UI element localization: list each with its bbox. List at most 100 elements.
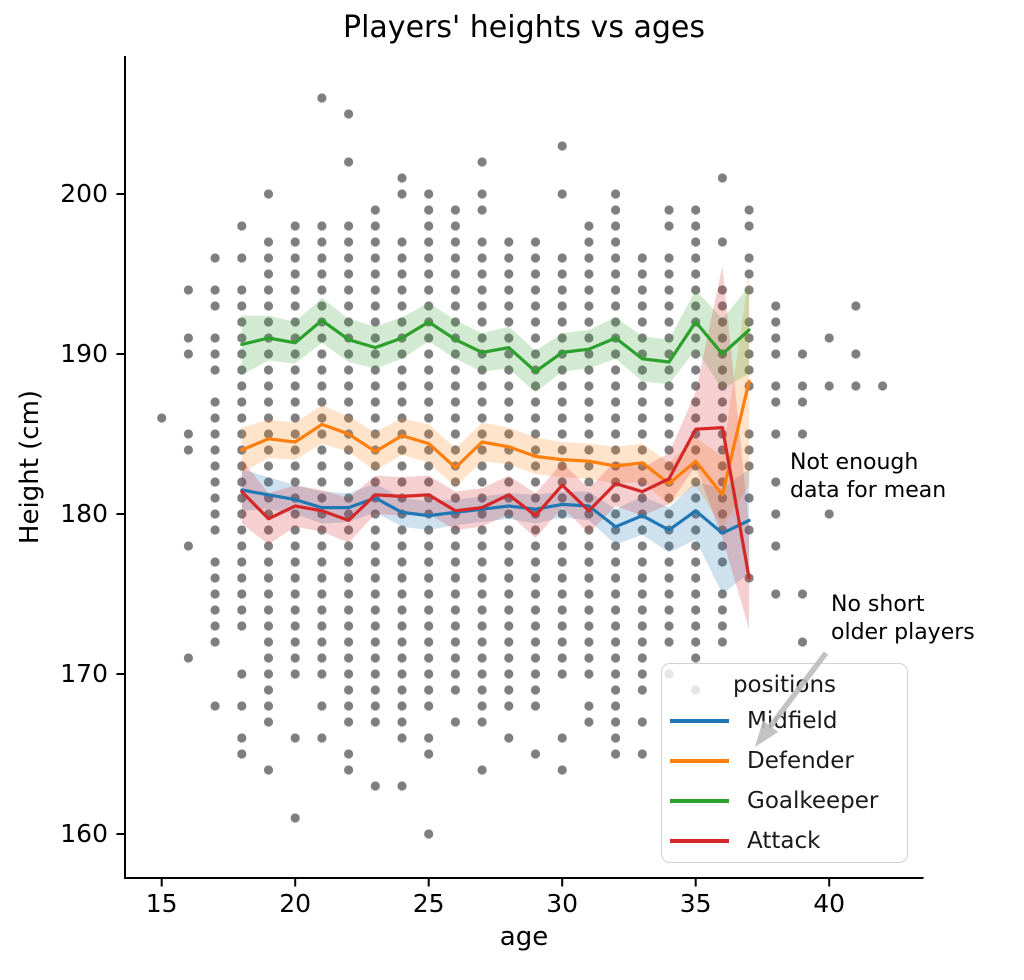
scatter-dot [450, 445, 460, 455]
scatter-dot [237, 733, 247, 743]
scatter-dot [397, 381, 407, 391]
legend-item-defender: Defender [662, 741, 907, 781]
scatter-dot [771, 589, 781, 599]
scatter-dot [584, 269, 594, 279]
scatter-dot [637, 381, 647, 391]
scatter-dot [664, 413, 674, 423]
scatter-dot [290, 365, 300, 375]
scatter-dot [450, 285, 460, 295]
scatter-dot [691, 605, 701, 615]
scatter-dot [824, 509, 834, 519]
scatter-dot [183, 285, 193, 295]
scatter-dot [637, 653, 647, 663]
scatter-dot [477, 493, 487, 503]
scatter-dot [397, 317, 407, 327]
scatter-dot [717, 509, 728, 519]
scatter-dot [637, 317, 647, 327]
scatter-dot [317, 349, 327, 359]
scatter-dot [557, 189, 567, 199]
scatter-dot [557, 253, 567, 263]
scatter-dot [317, 621, 327, 631]
x-tick-label: 35 [679, 889, 712, 918]
scatter-dot [290, 445, 300, 455]
scatter-dot [344, 557, 354, 567]
scatter-dot [477, 237, 487, 247]
scatter-dot [664, 461, 674, 471]
scatter-dot [637, 749, 647, 759]
scatter-dot [397, 541, 407, 551]
scatter-dot [344, 317, 354, 327]
scatter-dot [611, 189, 621, 199]
scatter-dot [424, 397, 434, 407]
scatter-dot [851, 381, 861, 391]
scatter-dot [290, 461, 300, 471]
scatter-dot [210, 333, 220, 343]
scatter-dot [263, 381, 274, 391]
scatter-dot [344, 573, 354, 583]
scatter-dot [290, 669, 300, 679]
scatter-dot [317, 301, 327, 311]
scatter-dot [424, 829, 434, 839]
scatter-dot [611, 429, 621, 439]
scatter-dot [584, 317, 594, 327]
scatter-dot [290, 413, 300, 423]
scatter-dot [210, 589, 220, 599]
scatter-dot [210, 557, 220, 567]
legend-label: Attack [747, 828, 821, 854]
scatter-dot [290, 477, 300, 487]
scatter-dot [637, 685, 647, 695]
scatter-dot [584, 365, 594, 375]
scatter-dot [611, 269, 621, 279]
scatter-dot [584, 525, 594, 535]
scatter-dot [530, 557, 541, 567]
scatter-dot [504, 509, 514, 519]
scatter-dot [584, 381, 594, 391]
scatter-dot [584, 637, 594, 647]
scatter-dot [824, 381, 834, 391]
scatter-dot [691, 349, 701, 359]
scatter-dot [183, 653, 193, 663]
scatter-dot [237, 317, 247, 327]
scatter-dot [450, 205, 460, 215]
annotation-line: data for mean [790, 478, 947, 503]
scatter-dot [344, 589, 354, 599]
scatter-dot [771, 301, 781, 311]
scatter-dot [557, 301, 567, 311]
scatter-dot [370, 573, 380, 583]
scatter-dot [210, 525, 220, 535]
scatter-dot [664, 605, 674, 615]
scatter-dot [397, 173, 407, 183]
scatter-dot [717, 285, 728, 295]
scatter-dot [210, 621, 220, 631]
scatter-dot [611, 285, 621, 295]
scatter-dot [290, 541, 300, 551]
scatter-dot [344, 477, 354, 487]
scatter-dot [584, 541, 594, 551]
scatter-dot [637, 253, 647, 263]
scatter-dot [504, 365, 514, 375]
scatter-dot [290, 285, 300, 295]
scatter-dot [637, 605, 647, 615]
scatter-dot [424, 605, 434, 615]
scatter-dot [851, 349, 861, 359]
scatter-dot [290, 397, 300, 407]
scatter-dot [557, 525, 567, 535]
line-attack [240, 426, 751, 580]
scatter-dot [797, 429, 808, 439]
scatter-dot [263, 461, 274, 471]
scatter-dot [290, 813, 300, 823]
scatter-dot [263, 765, 274, 775]
scatter-dot [744, 349, 754, 359]
scatter-dot [317, 669, 327, 679]
scatter-dot [424, 349, 434, 359]
scatter-dot [344, 717, 354, 727]
scatter-dot [370, 205, 380, 215]
scatter-dot [317, 605, 327, 615]
scatter-dot [317, 477, 327, 487]
scatter-dot [344, 653, 354, 663]
scatter-dot [397, 701, 407, 711]
scatter-dot [344, 397, 354, 407]
legend-swatch-icon [670, 839, 729, 843]
scatter-dot [664, 285, 674, 295]
x-tick-label: 30 [546, 889, 579, 918]
